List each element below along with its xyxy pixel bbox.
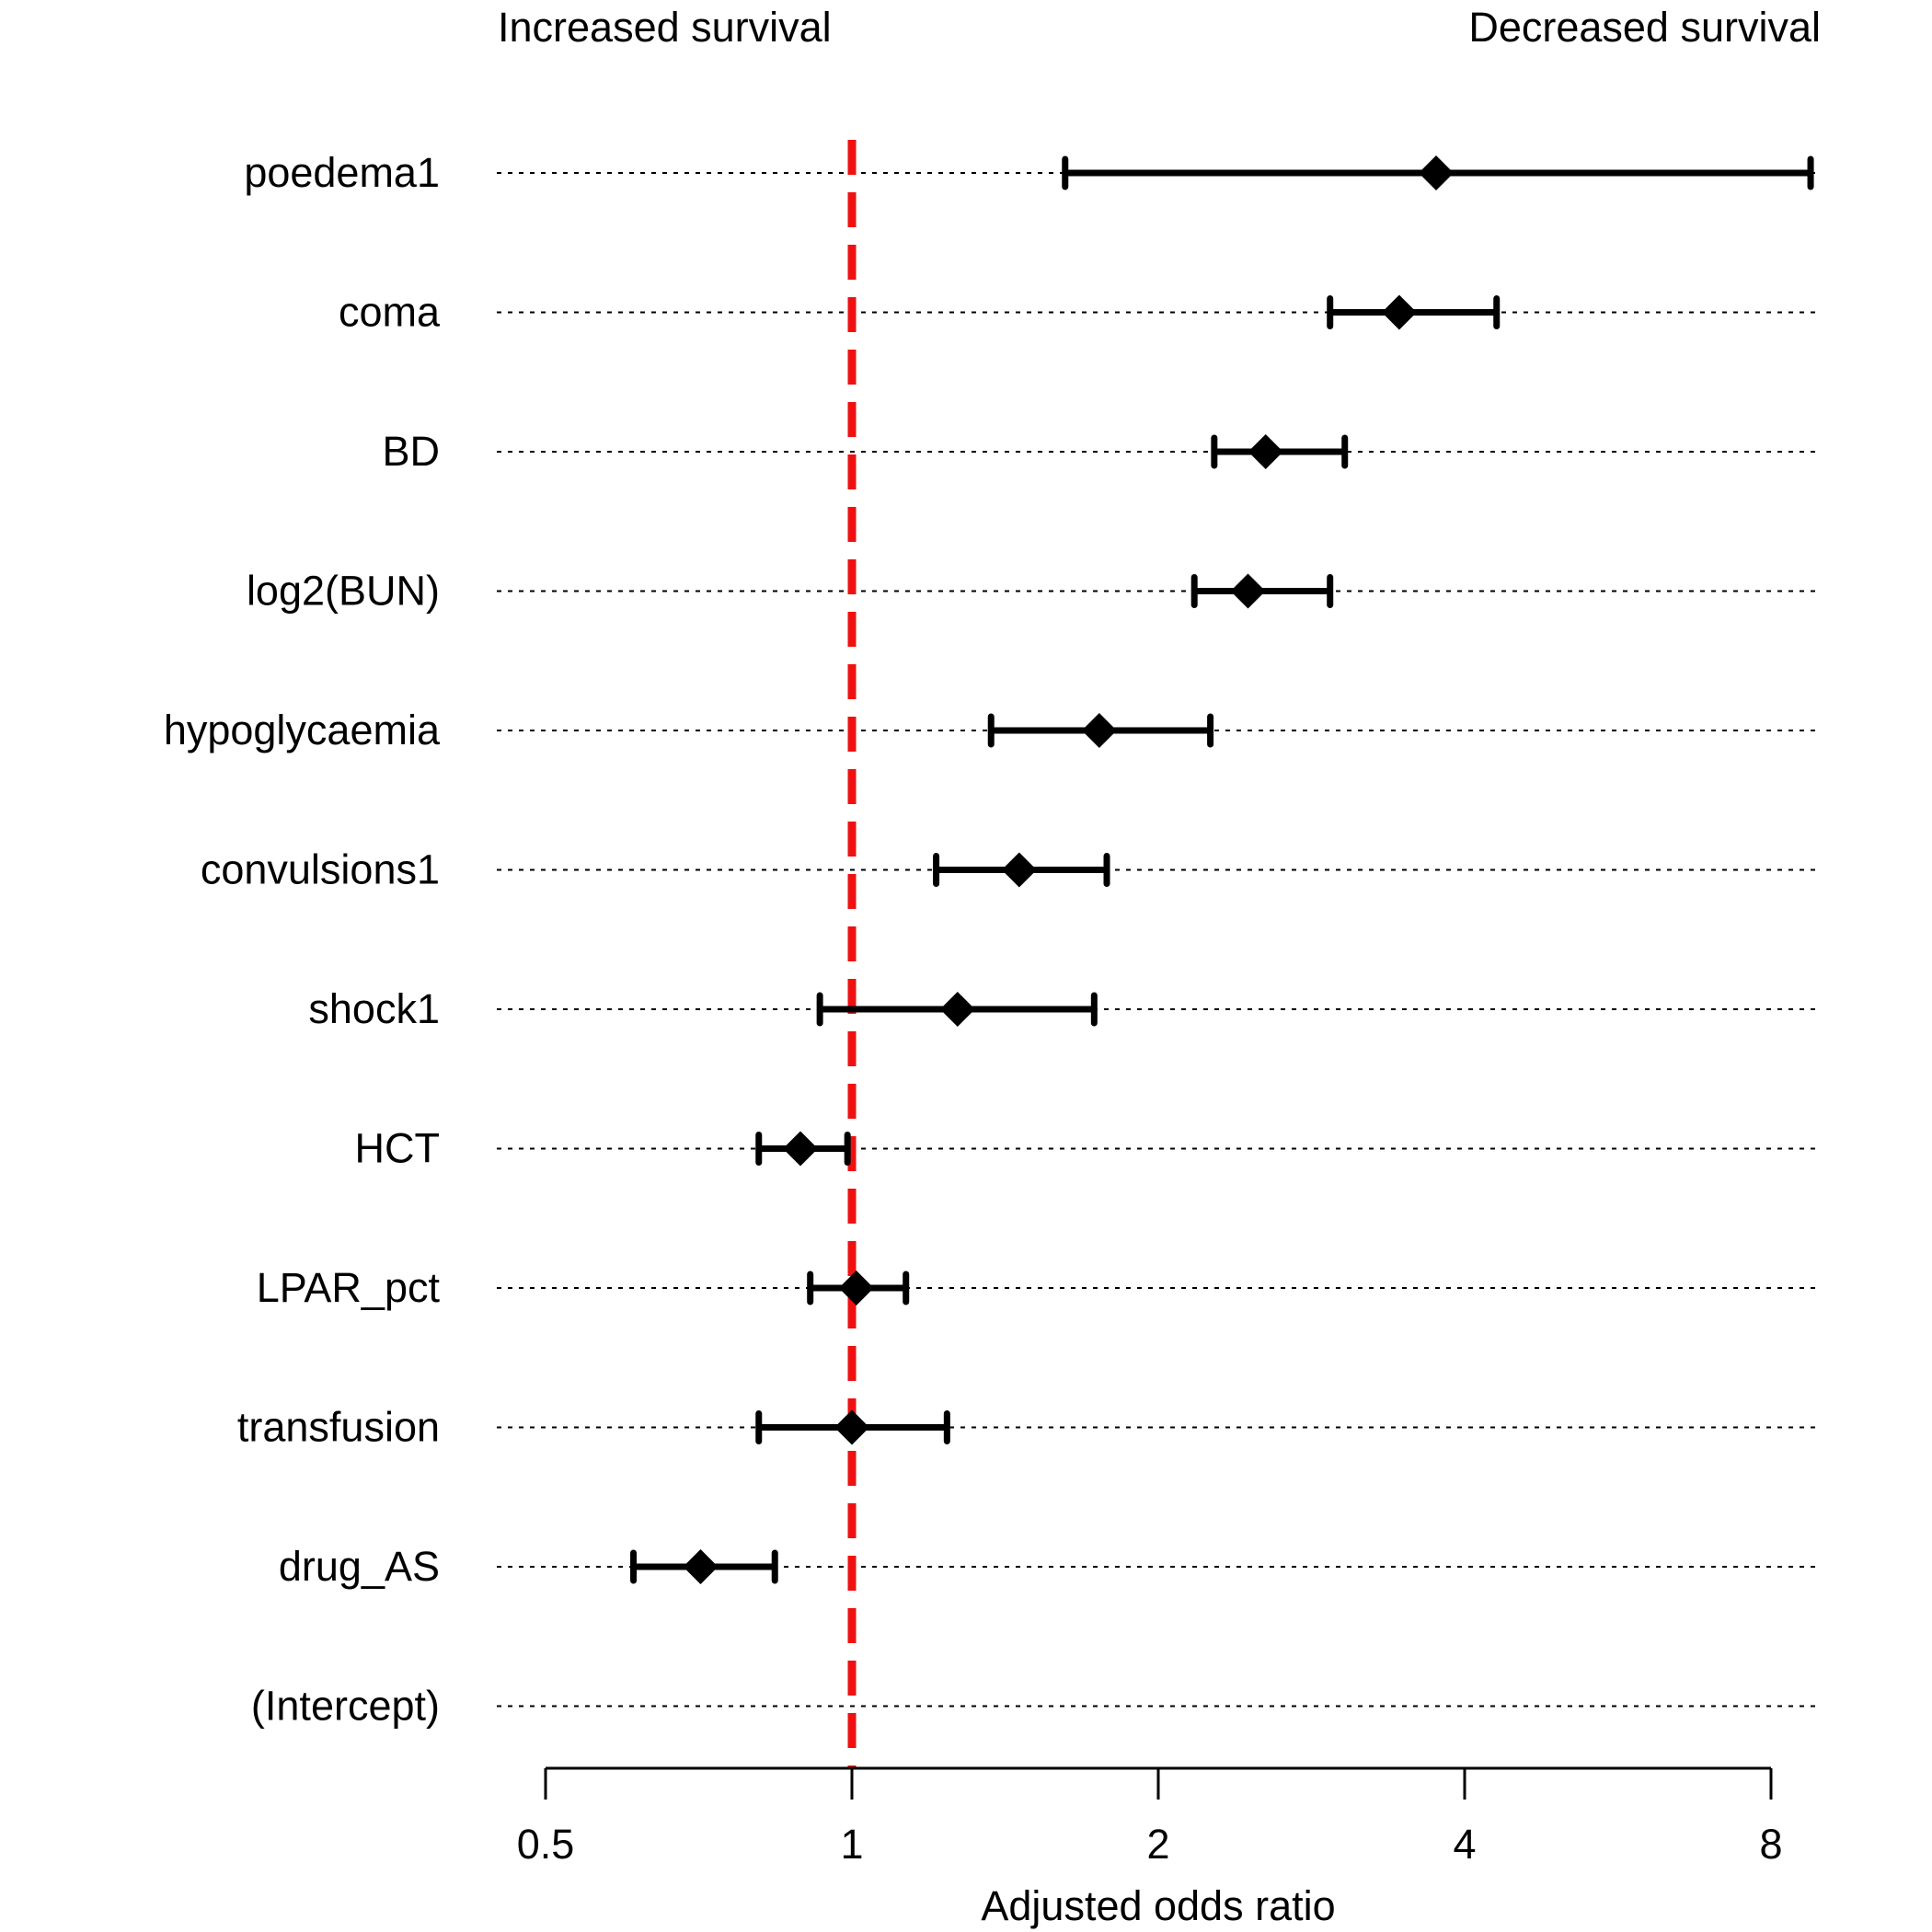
estimate-diamond-transfusion (834, 1409, 869, 1445)
estimate-diamond-log2-bun (1230, 573, 1266, 609)
x-tick-label-3: 4 (1453, 1821, 1476, 1868)
x-tick-label-4: 8 (1759, 1821, 1782, 1868)
row-label-drug-as: drug_AS (279, 1543, 440, 1590)
x-axis: 0.5 1 2 4 8 (517, 1766, 1783, 1868)
row-label-transfusion: transfusion (237, 1404, 440, 1451)
row-labels: poedema1 coma BD log2(BUN) hypoglycaemia conv… (164, 149, 441, 1730)
estimate-diamond-drug-as (683, 1549, 719, 1584)
estimate-diamond-bd (1248, 434, 1283, 469)
estimate-diamond-convulsions1 (1001, 852, 1037, 888)
estimate-diamond-shock1 (939, 992, 975, 1027)
estimate-markers (683, 155, 1454, 1584)
estimate-diamond-poedema1 (1418, 155, 1454, 190)
increased-survival-annotation: Increased survival (498, 4, 832, 51)
row-label-lpar-pct: LPAR_pct (257, 1264, 441, 1311)
x-axis-label: Adjusted odds ratio (981, 1882, 1335, 1929)
estimate-diamond-coma (1381, 294, 1417, 330)
row-label-bd: BD (382, 428, 440, 475)
row-label-shock1: shock1 (308, 985, 440, 1032)
row-label-hct: HCT (355, 1125, 440, 1172)
estimate-diamond-hct (783, 1131, 819, 1167)
row-label-hypoglycaemia: hypoglycaemia (164, 707, 441, 753)
x-tick-label-2: 2 (1146, 1821, 1169, 1868)
row-label-convulsions1: convulsions1 (201, 846, 440, 893)
x-tick-label-0: 0.5 (517, 1821, 575, 1868)
row-label-coma: coma (339, 289, 441, 336)
row-label-poedema1: poedema1 (244, 149, 440, 196)
estimate-diamond-hypoglycaemia (1081, 713, 1117, 748)
row-label-log2-bun: log2(BUN) (247, 568, 440, 615)
estimate-diamond-lpar-pct (838, 1271, 874, 1305)
decreased-survival-annotation: Decreased survival (1468, 4, 1821, 51)
x-tick-label-1: 1 (840, 1821, 863, 1868)
row-label-intercept: (Intercept) (251, 1683, 440, 1730)
